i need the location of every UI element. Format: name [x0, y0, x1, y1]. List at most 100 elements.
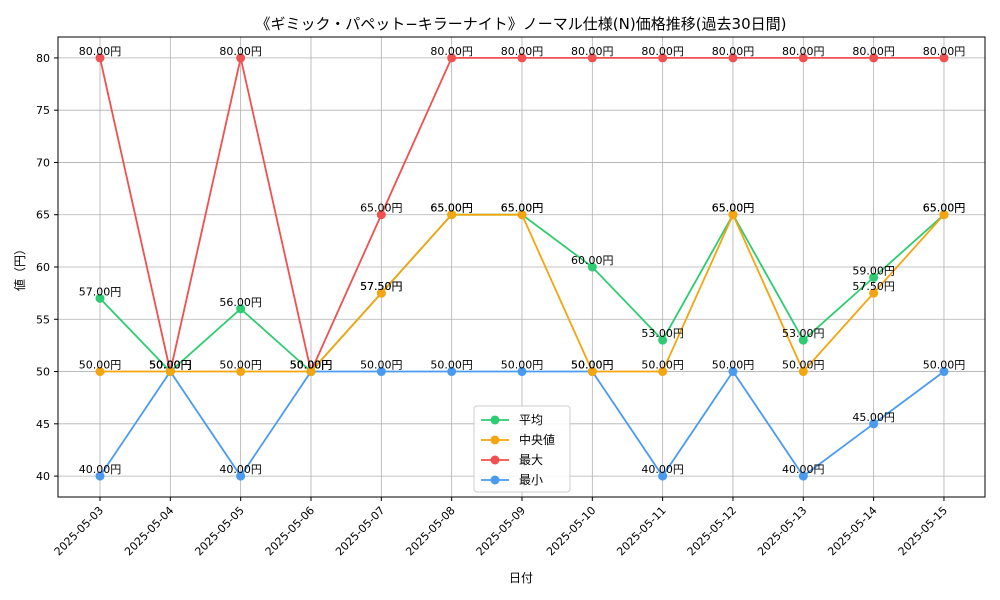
- data-point: [517, 210, 527, 220]
- data-point: [236, 53, 246, 63]
- y-tick-label: 50: [36, 366, 50, 379]
- data-label: 50.00円: [360, 359, 403, 372]
- data-label: 40.00円: [782, 463, 825, 476]
- data-label: 50.00円: [149, 359, 192, 372]
- data-point: [658, 367, 668, 377]
- data-label: 80.00円: [641, 45, 684, 58]
- y-axis: 40 45 50 55 60 65 70 75 80: [36, 52, 58, 483]
- data-label: 50.00円: [149, 359, 192, 372]
- data-point: [376, 288, 386, 298]
- legend-swatch-marker: [490, 475, 500, 485]
- data-label: 50.00円: [782, 359, 825, 372]
- data-label: 80.00円: [430, 45, 473, 58]
- data-label: 50.00円: [290, 359, 333, 372]
- x-tick-label: 2025-05-11: [614, 504, 668, 558]
- y-tick-label: 45: [36, 418, 50, 431]
- data-point: [376, 210, 386, 220]
- data-label: 80.00円: [571, 45, 614, 58]
- data-point: [939, 210, 949, 220]
- y-tick-label: 75: [36, 104, 50, 117]
- data-label: 53.00円: [641, 327, 684, 340]
- data-point: [165, 367, 175, 377]
- data-label: 80.00円: [79, 45, 122, 58]
- data-point: [517, 367, 527, 377]
- data-label: 50.00円: [501, 359, 544, 372]
- data-label: 80.00円: [219, 45, 262, 58]
- data-point: [798, 53, 808, 63]
- x-tick-label: 2025-05-04: [122, 504, 176, 558]
- data-point: [447, 367, 457, 377]
- x-tick-label: 2025-05-09: [474, 504, 528, 558]
- data-label: 45.00円: [852, 411, 895, 424]
- x-tick-label: 2025-05-07: [333, 504, 387, 558]
- series-layer: [95, 53, 949, 481]
- data-label: 60.00円: [571, 254, 614, 267]
- data-label: 50.00円: [430, 359, 473, 372]
- data-label: 57.00円: [79, 285, 122, 298]
- data-point: [728, 367, 738, 377]
- legend-swatch-marker: [490, 455, 500, 465]
- data-point: [587, 262, 597, 272]
- data-label: 50.00円: [571, 359, 614, 372]
- legend-swatch-marker: [490, 435, 500, 445]
- data-point: [95, 53, 105, 63]
- data-label: 50.00円: [219, 359, 262, 372]
- chart-title: 《ギミック・パペット−キラーナイト》ノーマル仕様(N)価格推移(過去30日間): [256, 15, 787, 33]
- data-label: 50.00円: [290, 359, 333, 372]
- data-label: 80.00円: [923, 45, 966, 58]
- data-label: 53.00円: [782, 327, 825, 340]
- data-label: 50.00円: [923, 359, 966, 372]
- data-label: 65.00円: [501, 202, 544, 215]
- data-point: [658, 471, 668, 481]
- data-point: [728, 210, 738, 220]
- data-label: 50.00円: [149, 359, 192, 372]
- legend-swatch-marker: [490, 415, 500, 425]
- data-point: [447, 210, 457, 220]
- x-axis: 2025-05-03 2025-05-04 2025-05-05 2025-05-06…: [52, 497, 950, 558]
- data-label: 40.00円: [641, 463, 684, 476]
- x-tick-label: 2025-05-06: [263, 504, 317, 558]
- y-tick-label: 70: [36, 156, 50, 169]
- data-label: 40.00円: [79, 463, 122, 476]
- y-tick-label: 40: [36, 470, 50, 483]
- data-label: 80.00円: [852, 45, 895, 58]
- y-tick-label: 80: [36, 52, 50, 65]
- x-axis-label: 日付: [509, 571, 533, 585]
- data-label: 57.50円: [852, 280, 895, 293]
- data-label: 59.00円: [852, 264, 895, 277]
- data-label: 65.00円: [923, 202, 966, 215]
- data-label: 50.00円: [290, 359, 333, 372]
- y-axis-label: 値（円）: [12, 243, 27, 291]
- data-point: [798, 471, 808, 481]
- data-point: [939, 53, 949, 63]
- data-point: [658, 335, 668, 345]
- data-label: 50.00円: [712, 359, 755, 372]
- x-tick-label: 2025-05-10: [544, 504, 598, 558]
- data-point: [798, 367, 808, 377]
- data-label: 80.00円: [501, 45, 544, 58]
- x-tick-label: 2025-05-13: [755, 504, 809, 558]
- data-label: 57.50円: [360, 280, 403, 293]
- data-point: [798, 335, 808, 345]
- data-point: [306, 367, 316, 377]
- data-point: [95, 367, 105, 377]
- data-point: [236, 471, 246, 481]
- data-point: [447, 53, 457, 63]
- data-label: 56.00円: [219, 296, 262, 309]
- data-point: [869, 272, 879, 282]
- x-tick-label: 2025-05-12: [685, 504, 739, 558]
- data-label: 65.00円: [923, 202, 966, 215]
- data-label: 80.00円: [782, 45, 825, 58]
- data-label: 50.00円: [149, 359, 192, 372]
- data-point: [939, 367, 949, 377]
- data-point: [236, 367, 246, 377]
- data-label: 50.00円: [641, 359, 684, 372]
- data-point: [587, 53, 597, 63]
- data-point: [869, 53, 879, 63]
- data-label: 65.00円: [430, 202, 473, 215]
- data-label: 65.00円: [712, 202, 755, 215]
- legend-entry: 中央値: [519, 432, 555, 447]
- data-label: 40.00円: [219, 463, 262, 476]
